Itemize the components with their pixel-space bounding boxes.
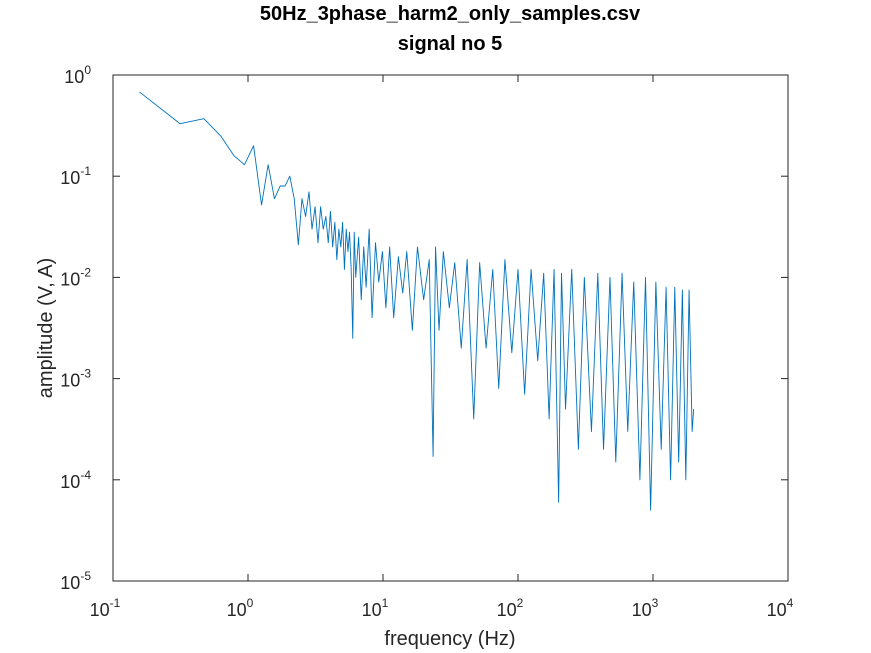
tick-base: 10 — [632, 600, 652, 620]
y-axis-label: amplitude (V, A) — [35, 258, 57, 398]
chart-subtitle: signal no 5 — [398, 33, 502, 55]
plot-area — [113, 75, 788, 581]
tick-base: 10 — [60, 573, 80, 593]
tick-exponent: 0 — [84, 63, 91, 77]
x-axis-label: frequency (Hz) — [384, 628, 515, 650]
tick-exponent: 2 — [517, 596, 524, 610]
y-tick-label: 10-5 — [60, 569, 91, 593]
tick-base: 10 — [60, 371, 80, 391]
y-tick-label: 10-3 — [60, 367, 91, 391]
tick-base: 10 — [227, 600, 247, 620]
tick-base: 10 — [60, 168, 80, 188]
tick-base: 10 — [60, 472, 80, 492]
tick-exponent: -1 — [110, 596, 121, 610]
tick-base: 10 — [90, 600, 110, 620]
x-tick-label: 10-1 — [90, 596, 121, 620]
y-tick-label: 10-1 — [60, 164, 91, 188]
chart-title: 50Hz_3phase_harm2_only_samples.csv — [260, 3, 641, 25]
tick-base: 10 — [60, 269, 80, 289]
tick-exponent: 1 — [382, 596, 389, 610]
tick-base: 10 — [362, 600, 382, 620]
tick-base: 10 — [767, 600, 787, 620]
tick-exponent: -5 — [80, 569, 91, 583]
x-tick-label: 104 — [767, 596, 794, 620]
tick-exponent: 4 — [787, 596, 794, 610]
x-tick-label: 101 — [362, 596, 389, 620]
tick-exponent: 0 — [247, 596, 254, 610]
y-tick-label: 100 — [64, 63, 91, 87]
x-tick-label: 103 — [632, 596, 659, 620]
x-tick-labels: 10-1 100 101 102 103 104 — [90, 596, 794, 620]
y-tick-label: 10-4 — [60, 468, 91, 492]
x-tick-label: 100 — [227, 596, 254, 620]
tick-exponent: -3 — [80, 367, 91, 381]
x-tick-label: 102 — [497, 596, 524, 620]
tick-base: 10 — [497, 600, 517, 620]
series-line-1 — [139, 91, 695, 511]
tick-exponent: -1 — [80, 164, 91, 178]
plot-frame — [112, 74, 789, 582]
tick-exponent: -4 — [80, 468, 91, 482]
tick-base: 10 — [64, 67, 84, 87]
tick-exponent: -2 — [80, 265, 91, 279]
series-group — [139, 91, 695, 511]
y-tick-label: 10-2 — [60, 265, 91, 289]
tick-exponent: 3 — [652, 596, 659, 610]
